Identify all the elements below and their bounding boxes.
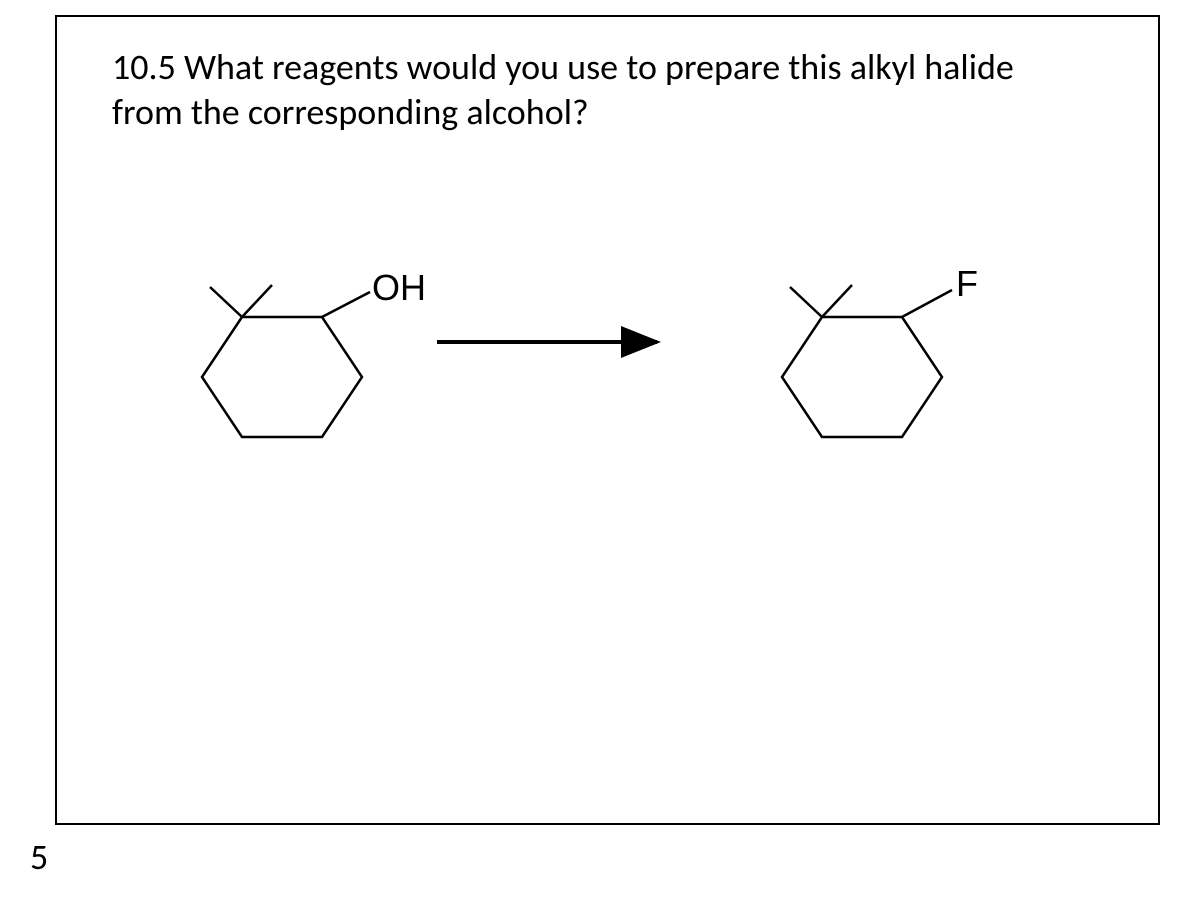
methyl-2 <box>822 285 852 317</box>
ring <box>782 317 942 437</box>
molecule-reactant: OH <box>172 257 432 492</box>
ring <box>202 317 362 437</box>
slide-frame: 10.5 What reagents would you use to prep… <box>55 15 1160 825</box>
methyl-1 <box>210 287 242 317</box>
page-number: 5 <box>30 835 48 879</box>
label-f: F <box>956 263 978 305</box>
question-text: 10.5 What reagents would you use to prep… <box>112 45 1072 135</box>
methyl-2 <box>242 285 272 317</box>
molecule-product: F <box>752 257 1012 492</box>
reaction-arrow <box>432 322 672 362</box>
label-oh: OH <box>372 267 426 309</box>
bond-oh <box>322 292 370 317</box>
bond-f <box>902 290 952 317</box>
methyl-1 <box>790 287 822 317</box>
reaction-diagram: OH F <box>112 217 1112 517</box>
